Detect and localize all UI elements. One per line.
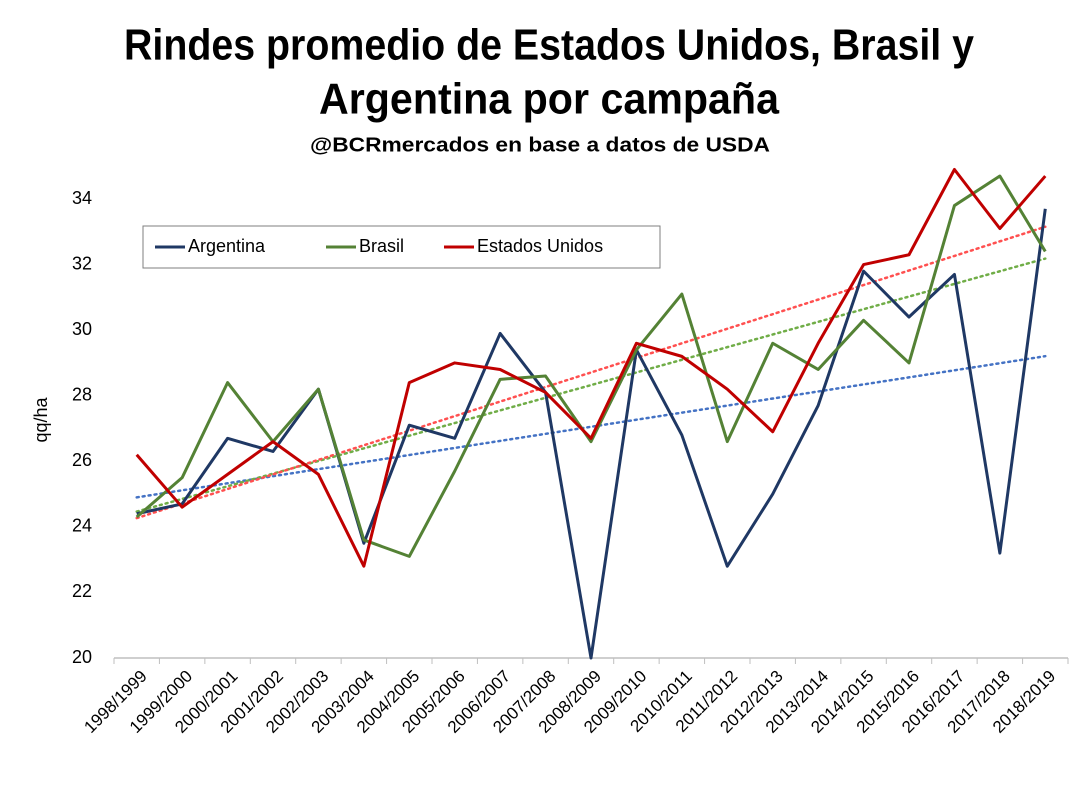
y-tick-label: 28 [72, 384, 92, 404]
y-tick-label: 34 [72, 188, 92, 208]
y-tick-label: 22 [72, 581, 92, 601]
legend: Argentina Brasil Estados Unidos [142, 225, 661, 269]
chart-title: Argentina por campaña [319, 75, 779, 124]
y-tick-label: 20 [72, 647, 92, 667]
legend-box [142, 225, 661, 269]
series-line [135, 167, 1047, 568]
y-tick-label: 32 [72, 253, 92, 273]
y-tick-label: 26 [72, 450, 92, 470]
legend-label: Estados Unidos [477, 236, 603, 256]
chart-subtitle: @BCRmercados en base a datos de USDA [310, 134, 770, 156]
series-line [136, 208, 1047, 660]
trendline [135, 354, 1047, 499]
legend-label: Argentina [188, 236, 266, 256]
y-axis-label: qq/ha [31, 396, 51, 442]
trendline [135, 225, 1047, 520]
chart-title: Rindes promedio de Estados Unidos, Brasi… [124, 21, 974, 70]
series-line [135, 174, 1047, 558]
y-tick-label: 24 [72, 516, 92, 536]
legend-label: Brasil [359, 236, 404, 256]
y-tick-label: 30 [72, 319, 92, 339]
